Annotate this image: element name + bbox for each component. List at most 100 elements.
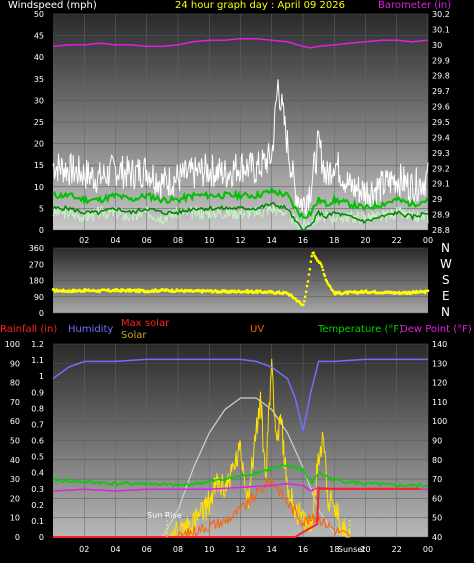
barometer-y-tick: 29.4	[432, 133, 450, 142]
temperature-y-tick: 40	[432, 533, 442, 542]
humidity-y-tick: 50	[10, 437, 20, 446]
humidity-y-tick: 80	[10, 379, 20, 388]
temperature-y-tick: 80	[432, 456, 442, 465]
temperature-y-tick: 140	[432, 340, 447, 349]
thermo-x-tick: 14	[267, 545, 277, 554]
rain-y-tick: 0.8	[31, 404, 44, 413]
barometer-y-tick: 29.3	[432, 149, 450, 158]
wind-direction-point	[321, 268, 325, 272]
rain-y-tick: 0.1	[31, 517, 44, 526]
compass-e: E	[442, 289, 450, 303]
sunset-label: Sunset	[338, 545, 365, 554]
wind-x-tick: 02	[79, 236, 89, 245]
barometer-axis-title: Barometer (in)	[378, 0, 452, 11]
rain-y-tick: 0.2	[31, 501, 44, 510]
wind-y-tick: 10	[34, 183, 44, 192]
wind-direction-point	[319, 263, 323, 266]
wind-speed-line	[52, 185, 429, 219]
thermo-x-tick: 22	[392, 545, 402, 554]
uv-line	[177, 477, 350, 539]
temperature-y-tick: 120	[432, 379, 447, 388]
thermo-x-tick: 00	[423, 545, 433, 554]
wind-x-tick: 20	[360, 236, 370, 245]
rain-y-tick: 0.7	[31, 420, 44, 429]
legend-rainfall: Rainfall (in)	[0, 324, 58, 335]
rain-y-tick: 0.5	[31, 453, 44, 462]
wind-direction-point	[325, 279, 329, 283]
wind-direction-point	[302, 303, 305, 307]
wind-y-tick: 20	[34, 140, 44, 149]
humidity-y-tick: 10	[10, 514, 20, 523]
humidity-y-tick: 20	[10, 494, 20, 503]
wind-y-tick: 0	[39, 226, 44, 235]
thermo-x-tick: 12	[235, 545, 245, 554]
wind-direction-point	[323, 274, 327, 278]
direction-y-tick: 90	[34, 293, 44, 302]
barometer-y-tick: 29.1	[432, 180, 450, 189]
wind-direction-point	[320, 265, 324, 269]
barometer-y-tick: 29.9	[432, 56, 450, 65]
humidity-y-tick: 100	[5, 340, 20, 349]
humidity-y-tick: 30	[10, 475, 20, 484]
barometer-y-tick: 29.5	[432, 118, 450, 127]
thermo-x-tick: 04	[110, 545, 120, 554]
temperature-y-tick: 60	[432, 494, 442, 503]
compass-n-top: N	[441, 241, 450, 255]
rainfall-line	[53, 487, 421, 538]
temperature-y-tick: 50	[432, 514, 442, 523]
wind-average-line	[52, 203, 429, 230]
wind-direction-point	[137, 288, 140, 291]
wind-x-tick: 10	[204, 236, 214, 245]
barometer-y-tick: 29.6	[432, 103, 450, 112]
wind-x-tick: 22	[392, 236, 402, 245]
wind-speed-low-line	[52, 201, 429, 231]
chart-title: 24 hour graph day : April 09 2026	[175, 0, 345, 11]
wind-direction-point	[304, 290, 308, 294]
direction-y-tick: 0	[39, 309, 44, 318]
barometer-y-tick: 30.2	[432, 10, 450, 19]
temperature-y-tick: 130	[432, 359, 447, 368]
thermo-x-tick: 02	[79, 545, 89, 554]
barometer-y-tick: 29.8	[432, 72, 450, 81]
compass-n-bottom: N	[441, 305, 450, 319]
legend-dew-point: Dew Point (°F)	[400, 324, 472, 335]
wind-gust-line	[52, 79, 429, 217]
wind-direction-point	[315, 257, 318, 260]
thermo-x-tick: 10	[204, 545, 214, 554]
legend-humidity: Humidity	[68, 324, 114, 335]
direction-y-tick: 360	[29, 244, 44, 253]
rain-y-tick: 0.4	[31, 469, 44, 478]
rain-y-tick: 1.2	[31, 340, 44, 349]
temperature-y-tick: 70	[432, 475, 442, 484]
wind-direction-point	[423, 291, 427, 295]
wind-direction-point	[170, 288, 174, 291]
wind-y-tick: 35	[34, 75, 44, 84]
humidity-y-tick: 40	[10, 456, 20, 465]
wind-x-tick: 12	[235, 236, 245, 245]
temperature-y-tick: 90	[432, 437, 442, 446]
rain-y-tick: 0.6	[31, 437, 44, 446]
wind-y-tick: 5	[39, 204, 44, 213]
thermo-x-tick: 16	[298, 545, 308, 554]
wind-direction-point	[302, 299, 306, 303]
wind-axis-title: Windspeed (mph)	[8, 0, 97, 11]
wind-direction-point	[294, 297, 298, 301]
temperature-line	[52, 462, 429, 489]
barometer-y-tick: 30	[432, 41, 442, 50]
legend-uv: UV	[250, 324, 265, 335]
wind-direction-point	[307, 273, 311, 276]
rain-y-tick: 0	[39, 533, 44, 542]
wind-direction-point	[373, 289, 376, 293]
wind-direction-point	[305, 284, 309, 288]
humidity-y-tick: 0	[15, 533, 20, 542]
wind-direction-point	[200, 291, 204, 294]
wind-direction-point	[426, 289, 430, 293]
legend-max-solar: Max solar	[121, 318, 170, 329]
thermo-x-tick: 20	[360, 545, 370, 554]
wind-x-tick: 06	[142, 236, 152, 245]
thermo-x-tick: 18	[329, 545, 339, 554]
wind-direction-point	[55, 288, 59, 291]
rain-y-tick: 0.9	[31, 388, 44, 397]
wind-direction-point	[346, 292, 349, 296]
